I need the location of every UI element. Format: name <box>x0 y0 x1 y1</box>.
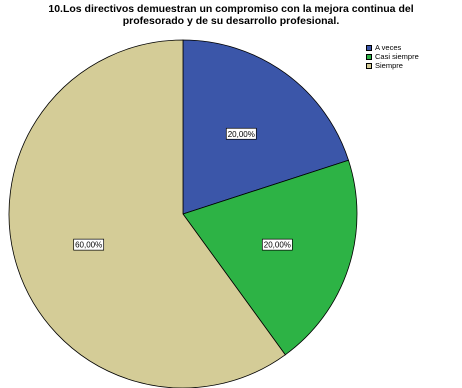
legend-label-siempre: Siempre <box>375 61 403 70</box>
legend-item-casi-siempre: Casi siempre <box>366 52 419 61</box>
pie-data-label-1: 20,00% <box>261 238 293 251</box>
pie-slice-2 <box>8 39 286 388</box>
pie-slice-1 <box>182 159 358 356</box>
pie-data-label-2: 60,00% <box>73 238 105 251</box>
legend-swatch-casi-siempre <box>366 53 372 60</box>
legend-item-a-veces: A veces <box>366 43 419 52</box>
chart-legend: A veces Casi siempre Siempre <box>366 43 419 70</box>
chart-subtitle: profesorado y de su desarrollo profesion… <box>122 15 340 27</box>
pie-slice-0 <box>182 39 349 215</box>
svg-text:60,00%: 60,00% <box>75 241 102 250</box>
legend-label-casi-siempre: Casi siempre <box>375 52 419 61</box>
legend-swatch-a-veces <box>366 44 372 51</box>
legend-item-siempre: Siempre <box>366 61 419 70</box>
legend-swatch-siempre <box>366 62 372 69</box>
chart-title: 10.Los directivos demuestran un compromi… <box>48 3 414 15</box>
legend-label-a-veces: A veces <box>375 43 402 52</box>
svg-text:20,00%: 20,00% <box>264 241 291 250</box>
pie-data-label-0: 20,00% <box>225 127 257 140</box>
svg-text:20,00%: 20,00% <box>228 130 255 139</box>
